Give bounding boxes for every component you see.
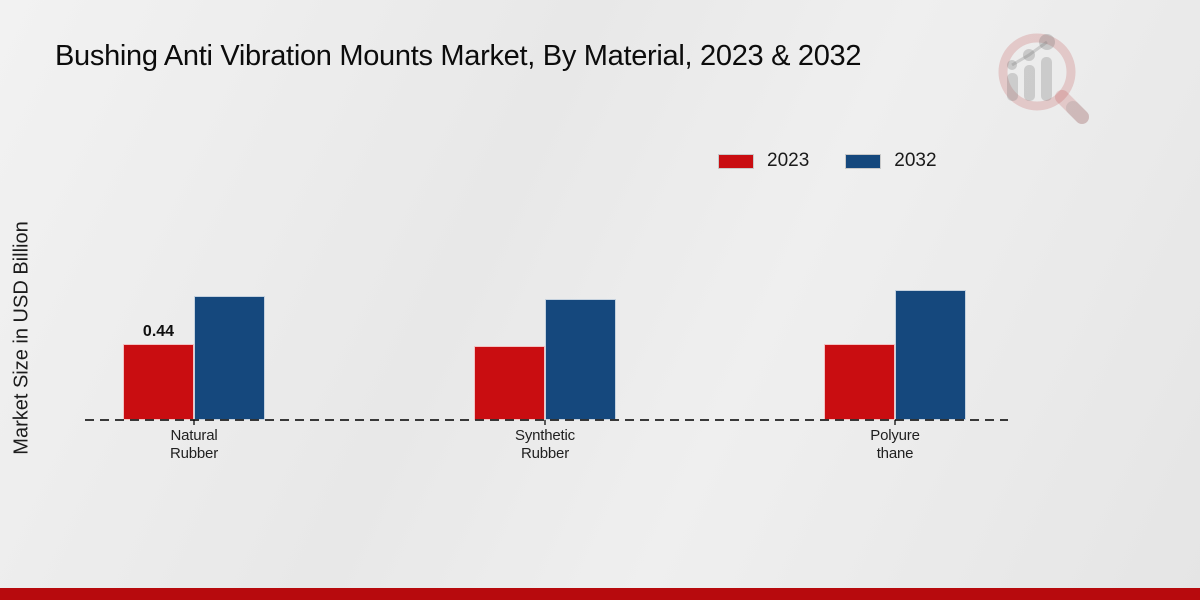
legend-label-2032: 2032 [894, 150, 937, 171]
x-axis-tick [894, 420, 896, 425]
x-axis-tick [544, 420, 546, 425]
chart-title: Bushing Anti Vibration Mounts Market, By… [55, 40, 862, 72]
x-axis-tick [193, 420, 195, 425]
x-axis-line [85, 419, 1008, 421]
bar-2032-polyurethane [895, 290, 966, 420]
bar-2023-synthetic-rubber [474, 346, 545, 420]
bar-2023-natural-rubber [123, 344, 194, 420]
bar-2032-synthetic-rubber [545, 299, 616, 420]
bar-2032-natural-rubber [194, 296, 265, 420]
magnifier-bar-chart-logo [998, 33, 1089, 124]
bar-2023-polyurethane [824, 344, 895, 420]
footer-accent-bar [0, 588, 1200, 600]
bar-value-label: 0.44 [142, 323, 175, 340]
legend-swatch-2032 [845, 153, 882, 169]
y-axis-label: Market Size in USD Billion [10, 221, 33, 455]
legend-item-2023: 2023 [718, 150, 809, 172]
x-axis-category-label: Polyure thane [870, 427, 920, 462]
x-axis-category-label: Synthetic Rubber [515, 427, 575, 462]
legend-label-2023: 2023 [767, 150, 810, 171]
legend-swatch-2023 [718, 153, 754, 169]
legend-item-2032: 2032 [845, 150, 937, 172]
legend: 2023 2032 [718, 150, 973, 172]
x-axis-category-label: Natural Rubber [170, 427, 218, 462]
